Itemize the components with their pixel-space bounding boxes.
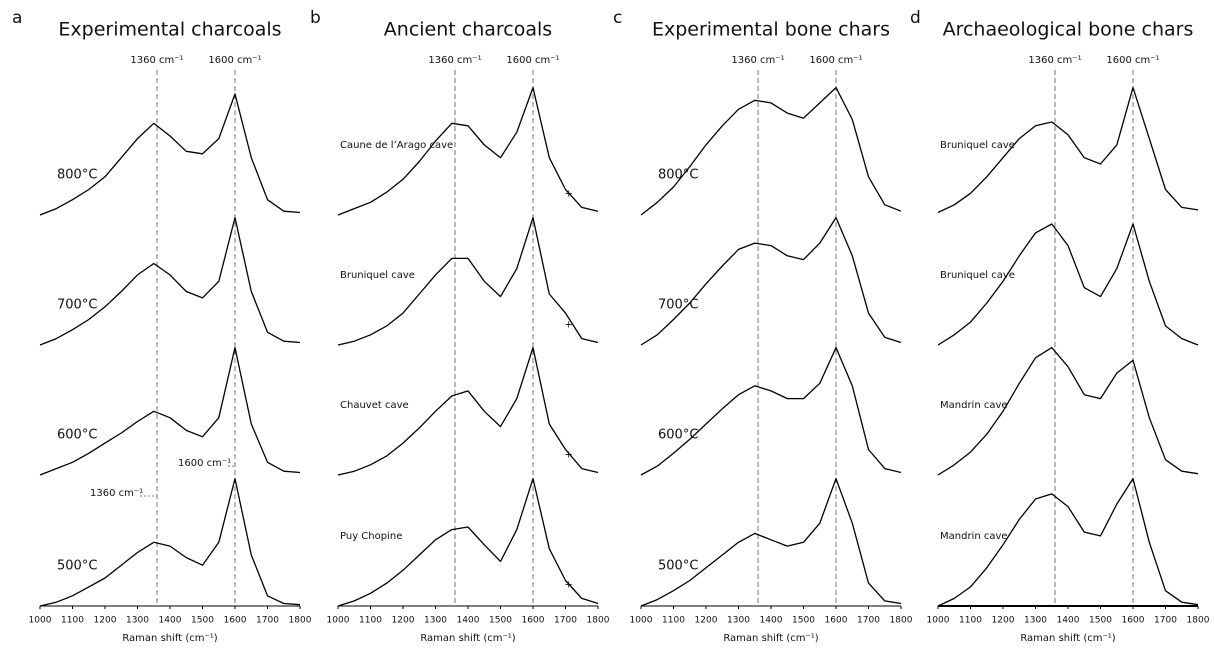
panel-letter: b <box>310 8 321 28</box>
series-label: 700°C <box>57 298 97 313</box>
x-tick-label: 1400 <box>1057 616 1080 626</box>
plus-marker: + <box>565 450 573 461</box>
reference-label: 1360 cm⁻¹ <box>428 55 481 66</box>
x-axis-label: Raman shift (cm⁻¹) <box>1020 633 1115 644</box>
plus-marker: + <box>565 320 573 331</box>
x-tick-label: 1200 <box>94 616 117 626</box>
spectrum <box>640 477 902 607</box>
spectrum <box>640 216 902 346</box>
panel-letter: a <box>12 8 22 28</box>
x-tick-label: 1600 <box>224 616 247 626</box>
x-tick-label: 1200 <box>695 616 718 626</box>
reference-label: 1360 cm⁻¹ <box>731 55 784 66</box>
x-tick-label: 1400 <box>159 616 182 626</box>
x-tick-label: 1300 <box>424 616 447 626</box>
x-tick-label: 1500 <box>489 616 512 626</box>
x-axis-label: Raman shift (cm⁻¹) <box>420 633 515 644</box>
plus-marker: + <box>565 579 573 590</box>
x-tick-label: 1000 <box>630 616 653 626</box>
panel-letter: d <box>910 8 921 28</box>
series-label: 800°C <box>57 168 97 183</box>
chart-title: Archaeological bone chars <box>943 19 1194 41</box>
x-tick-label: 1600 <box>1122 616 1145 626</box>
x-tick-label: 1700 <box>857 616 880 626</box>
x-tick-label: 1500 <box>191 616 214 626</box>
x-tick-label: 1600 <box>825 616 848 626</box>
series-label: Caune de l’Arago cave <box>340 140 453 151</box>
series-label: Chauvet cave <box>340 400 409 411</box>
x-tick-label: 1100 <box>359 616 382 626</box>
x-tick-label: 1200 <box>392 616 415 626</box>
x-tick-label: 1700 <box>1154 616 1177 626</box>
x-tick-label: 1500 <box>1089 616 1112 626</box>
series-label: 600°C <box>57 428 97 443</box>
inset-label: 1360 cm⁻¹ <box>90 488 143 499</box>
inset-label: 1600 cm⁻¹ <box>178 458 231 469</box>
series-label: 500°C <box>57 559 97 574</box>
spectrum <box>39 93 301 216</box>
x-tick-label: 1800 <box>1187 616 1210 626</box>
spectrum <box>39 346 301 476</box>
series-label: 600°C <box>658 428 698 443</box>
x-tick-label: 1200 <box>992 616 1015 626</box>
reference-label: 1360 cm⁻¹ <box>130 55 183 66</box>
x-tick-label: 1000 <box>29 616 52 626</box>
series-label: Mandrin cave <box>940 400 1008 411</box>
x-tick-label: 1100 <box>662 616 685 626</box>
plus-marker: + <box>565 188 573 199</box>
reference-label: 1600 cm⁻¹ <box>809 55 862 66</box>
x-tick-label: 1400 <box>760 616 783 626</box>
series-label: 700°C <box>658 298 698 313</box>
x-tick-label: 1000 <box>927 616 950 626</box>
spectrum <box>937 477 1199 607</box>
x-tick-label: 1300 <box>1024 616 1047 626</box>
spectrum <box>937 223 1199 346</box>
x-tick-label: 1800 <box>289 616 312 626</box>
chart-title: Ancient charcoals <box>384 19 552 41</box>
spectrum <box>640 86 902 216</box>
x-axis-label: Raman shift (cm⁻¹) <box>122 633 217 644</box>
x-tick-label: 1800 <box>890 616 913 626</box>
series-label: Bruniquel cave <box>940 140 1015 151</box>
spectrum <box>640 346 902 476</box>
x-tick-label: 1300 <box>126 616 149 626</box>
reference-label: 1360 cm⁻¹ <box>1028 55 1081 66</box>
x-tick-label: 1400 <box>457 616 480 626</box>
spectrum <box>337 216 599 346</box>
chart-title: Experimental charcoals <box>58 19 281 41</box>
x-tick-label: 1500 <box>792 616 815 626</box>
x-tick-label: 1000 <box>327 616 350 626</box>
spectrum <box>937 346 1199 476</box>
spectrum <box>937 86 1199 214</box>
spectrum <box>337 86 599 216</box>
spectrum <box>39 477 301 607</box>
reference-label: 1600 cm⁻¹ <box>506 55 559 66</box>
series-label: Mandrin cave <box>940 531 1008 542</box>
x-tick-label: 1300 <box>727 616 750 626</box>
x-tick-label: 1700 <box>256 616 279 626</box>
series-label: 500°C <box>658 559 698 574</box>
reference-label: 1600 cm⁻¹ <box>1106 55 1159 66</box>
panel-letter: c <box>613 8 622 28</box>
x-tick-label: 1100 <box>959 616 982 626</box>
reference-label: 1600 cm⁻¹ <box>208 55 261 66</box>
x-tick-label: 1100 <box>61 616 84 626</box>
chart-title: Experimental bone chars <box>652 19 890 41</box>
spectrum <box>337 346 599 476</box>
series-label: 800°C <box>658 168 698 183</box>
x-tick-label: 1600 <box>522 616 545 626</box>
series-label: Puy Chopine <box>340 531 402 542</box>
x-axis-label: Raman shift (cm⁻¹) <box>723 633 818 644</box>
series-label: Bruniquel cave <box>340 270 415 281</box>
x-tick-label: 1800 <box>587 616 610 626</box>
spectrum <box>337 477 599 607</box>
spectrum <box>39 216 301 346</box>
x-tick-label: 1700 <box>554 616 577 626</box>
series-label: Bruniquel cave <box>940 270 1015 281</box>
